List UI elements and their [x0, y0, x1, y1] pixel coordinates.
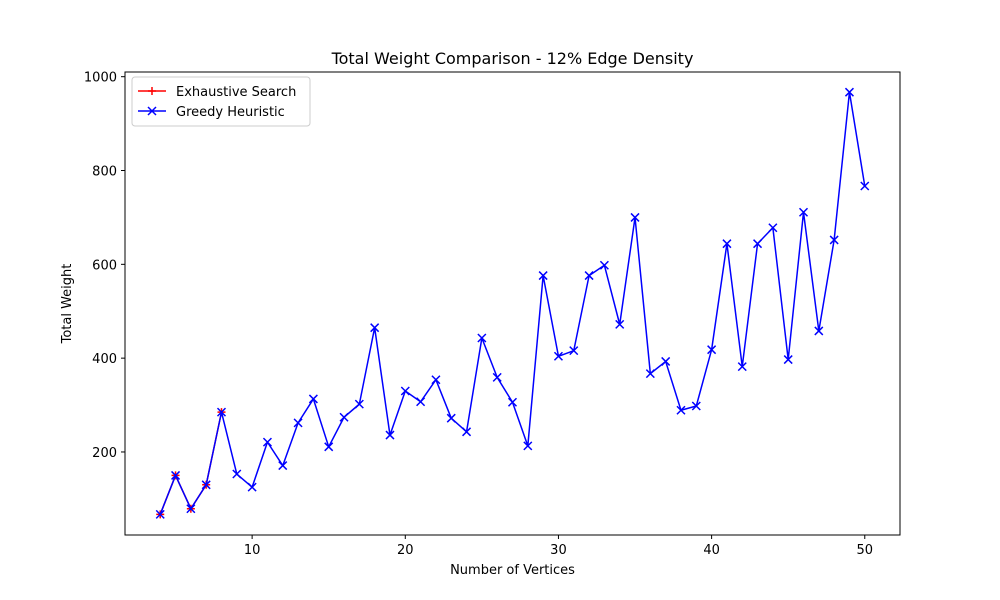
legend-box — [131, 76, 311, 127]
data-point — [385, 430, 395, 440]
x-tick-label: 30 — [550, 543, 567, 558]
y-tick-label: 200 — [92, 446, 117, 461]
data-point — [155, 509, 165, 519]
legend: Exhaustive Search Greedy Heuristic — [131, 76, 311, 127]
data-point — [308, 394, 318, 404]
data-point — [492, 372, 502, 382]
data-point — [599, 260, 609, 270]
y-tick-label: 1000 — [84, 71, 117, 86]
data-point — [768, 223, 778, 233]
legend-marker — [147, 106, 157, 116]
data-point — [860, 181, 870, 191]
legend-label: Exhaustive Search — [176, 85, 296, 100]
data-point — [707, 345, 717, 355]
data-point — [400, 386, 410, 396]
x-tick-label: 50 — [856, 543, 873, 558]
data-point — [691, 401, 701, 411]
data-point — [737, 362, 747, 372]
data-point — [247, 482, 257, 492]
y-tick-label: 800 — [92, 165, 117, 180]
data-point — [278, 461, 288, 471]
x-axis: 10 20 30 40 50 — [244, 535, 873, 558]
data-point — [431, 375, 441, 385]
data-point — [553, 351, 563, 361]
data-point — [171, 470, 181, 480]
data-point — [324, 442, 334, 452]
y-axis: 200 400 600 800 1000 — [84, 71, 125, 461]
data-point — [262, 437, 272, 447]
data-point — [186, 504, 196, 514]
data-point — [783, 355, 793, 365]
x-tick-label: 20 — [397, 543, 414, 558]
series-greedy-heuristic — [155, 87, 870, 519]
data-point — [339, 412, 349, 422]
data-point — [814, 326, 824, 336]
data-point — [216, 407, 227, 417]
y-tick-label: 600 — [92, 258, 117, 273]
plot-area — [124, 71, 901, 536]
data-point — [354, 399, 364, 409]
data-point — [462, 427, 472, 437]
data-point — [630, 212, 640, 222]
data-point — [416, 397, 426, 407]
data-point — [584, 271, 594, 281]
data-point — [293, 418, 303, 428]
data-point — [569, 346, 579, 356]
legend-marker — [148, 87, 156, 95]
data-point — [538, 271, 548, 281]
data-point — [661, 356, 671, 366]
x-axis-label: Number of Vertices — [450, 563, 575, 578]
data-point — [844, 87, 854, 97]
y-tick-label: 400 — [92, 352, 117, 367]
data-point — [645, 369, 655, 379]
data-point — [753, 239, 763, 249]
legend-label: Greedy Heuristic — [176, 105, 285, 120]
data-point — [232, 469, 242, 479]
data-point — [523, 441, 533, 451]
series-layer — [155, 87, 870, 519]
data-point — [477, 333, 487, 343]
data-point — [201, 480, 211, 490]
y-axis-label: Total Weight — [60, 264, 75, 345]
data-point — [829, 235, 839, 245]
data-point — [615, 319, 625, 329]
chart-title: Total Weight Comparison - 12% Edge Densi… — [331, 49, 694, 68]
data-point — [676, 405, 686, 415]
data-point — [370, 323, 380, 333]
data-point — [507, 397, 518, 407]
data-point — [446, 413, 456, 423]
data-point — [798, 207, 809, 217]
x-tick-label: 40 — [703, 543, 720, 558]
x-tick-label: 10 — [244, 543, 261, 558]
data-point — [722, 239, 732, 249]
